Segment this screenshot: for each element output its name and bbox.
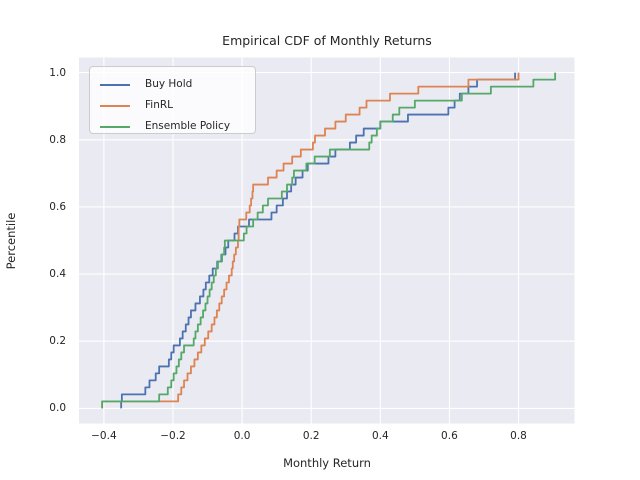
y-tick-label: 0.0 (49, 402, 66, 415)
legend-label: FinRL (145, 99, 173, 112)
x-tick-label: 0.2 (302, 430, 320, 442)
legend-line-icon (100, 83, 130, 86)
x-tick-label: 0.6 (441, 430, 458, 442)
legend-label: Buy Hold (145, 78, 193, 91)
legend-label: Ensemble Policy (145, 120, 231, 133)
x-tick-label: 0.8 (510, 430, 527, 442)
y-tick-label: 0.8 (49, 133, 66, 146)
x-tick-label: −0.2 (160, 430, 186, 442)
y-axis-label: Percentile (4, 212, 18, 270)
legend-line-icon (100, 125, 130, 128)
y-tick-label: 0.6 (49, 200, 66, 213)
ecdf-line-2 (101, 72, 557, 409)
y-tick-label: 0.4 (49, 268, 66, 281)
chart-title: Empirical CDF of Monthly Returns (222, 33, 432, 48)
x-tick-label: 0.0 (233, 430, 251, 442)
legend-item-finrl: FinRL (100, 95, 245, 116)
legend-item-buy-hold: Buy Hold (100, 74, 245, 95)
x-tick-label: 0.4 (371, 430, 389, 442)
y-tick-label: 1.0 (49, 66, 66, 79)
x-axis-label: Monthly Return (283, 456, 371, 470)
y-tick-label: 0.2 (49, 335, 66, 348)
legend: Buy Hold FinRL Ensemble Policy (89, 66, 256, 134)
legend-item-ensemble-policy: Ensemble Policy (100, 116, 245, 137)
legend-line-icon (100, 104, 130, 107)
x-tick-label: −0.4 (91, 430, 117, 442)
